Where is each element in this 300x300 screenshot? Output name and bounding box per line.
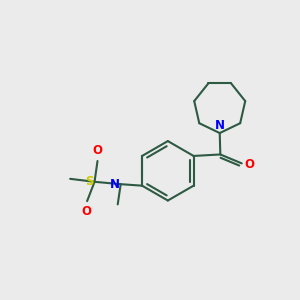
Text: N: N	[215, 119, 225, 133]
Text: O: O	[244, 158, 254, 171]
Text: S: S	[85, 175, 94, 188]
Text: N: N	[110, 178, 119, 191]
Text: O: O	[92, 144, 103, 158]
Text: O: O	[82, 205, 92, 218]
